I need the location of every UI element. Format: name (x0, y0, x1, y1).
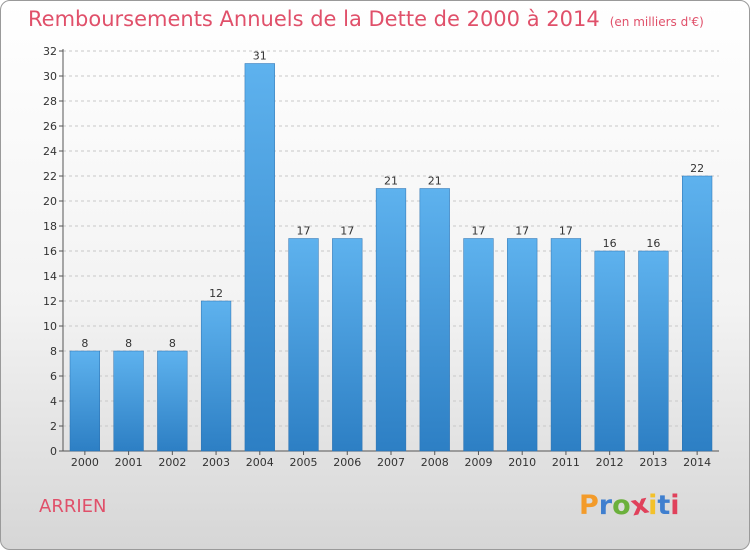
y-tick-label: 26 (43, 120, 57, 133)
data-label: 16 (646, 237, 660, 250)
x-tick-label: 2009 (464, 456, 492, 469)
bar (157, 350, 188, 452)
y-tick-label: 20 (43, 195, 57, 208)
bar (69, 350, 100, 452)
x-tick-label: 2005 (290, 456, 318, 469)
x-tick-label: 2000 (71, 456, 99, 469)
y-tick-label: 2 (50, 420, 57, 433)
x-tick-label: 2003 (202, 456, 230, 469)
logo-letter: P (579, 490, 599, 521)
chart-subtitle: (en milliers d'€) (609, 15, 704, 29)
logo-letter: o (612, 490, 631, 521)
y-tick-label: 8 (50, 345, 57, 358)
data-label: 16 (603, 237, 617, 250)
bar (113, 350, 144, 452)
data-label: 17 (340, 225, 354, 238)
x-tick-label: 2011 (552, 456, 580, 469)
data-label: 12 (209, 287, 223, 300)
data-label: 31 (253, 50, 267, 63)
y-tick-label: 16 (43, 245, 57, 258)
bar (507, 238, 538, 452)
x-tick-label: 2004 (246, 456, 274, 469)
x-tick-label: 2001 (115, 456, 143, 469)
y-tick-label: 10 (43, 320, 57, 333)
y-tick-label: 14 (43, 270, 57, 283)
bar (375, 188, 407, 452)
chart-title-main: Remboursements Annuels de la Dette de 20… (28, 7, 600, 31)
data-label: 21 (428, 175, 442, 188)
y-tick-label: 22 (43, 170, 57, 183)
data-label: 22 (690, 162, 704, 175)
y-tick-label: 30 (43, 70, 57, 83)
y-tick-label: 32 (43, 45, 57, 58)
y-tick-label: 24 (43, 145, 57, 158)
data-label: 17 (297, 225, 311, 238)
data-labels: 8 8 8 12 31 17 17 21 21 17 17 17 16 16 22 (81, 50, 704, 351)
commune-name: ARRIEN (39, 496, 107, 517)
data-label: 8 (169, 337, 176, 350)
bar (332, 238, 363, 452)
data-label: 17 (559, 225, 573, 238)
x-tick-label: 2006 (333, 456, 361, 469)
logo-letter: r (598, 490, 613, 521)
y-tick-label: 12 (43, 295, 57, 308)
data-label: 8 (81, 337, 88, 350)
y-tick-label: 18 (43, 220, 57, 233)
bar (200, 300, 232, 452)
x-tick-label: 2008 (421, 456, 449, 469)
x-tick-label: 2002 (158, 456, 186, 469)
x-tick-label: 2014 (683, 456, 711, 469)
bar (594, 250, 625, 452)
x-tick-label: 2007 (377, 456, 405, 469)
bar (288, 238, 319, 452)
logo-letter: i (670, 490, 680, 521)
x-tick-label: 2010 (508, 456, 536, 469)
data-label: 17 (471, 225, 485, 238)
bar (419, 188, 450, 452)
y-tick-label: 6 (50, 370, 57, 383)
bar (244, 63, 275, 452)
y-tick-label: 0 (50, 445, 57, 458)
bar (638, 250, 669, 452)
x-tick-label: 2013 (639, 456, 667, 469)
proxiti-logo: Proxiti (579, 489, 680, 523)
data-label: 8 (125, 337, 132, 350)
data-label: 21 (384, 175, 398, 188)
y-tick-label: 28 (43, 95, 57, 108)
y-tick-label: 4 (50, 395, 57, 408)
logo-letter: t (657, 490, 671, 521)
logo-letter: i (648, 490, 658, 521)
bars (69, 63, 713, 452)
data-label: 17 (515, 225, 529, 238)
chart-title: Remboursements Annuels de la Dette de 20… (28, 7, 704, 31)
bar (550, 238, 582, 452)
x-tick-label: 2012 (596, 456, 624, 469)
bar (463, 238, 494, 452)
bar (682, 175, 713, 452)
